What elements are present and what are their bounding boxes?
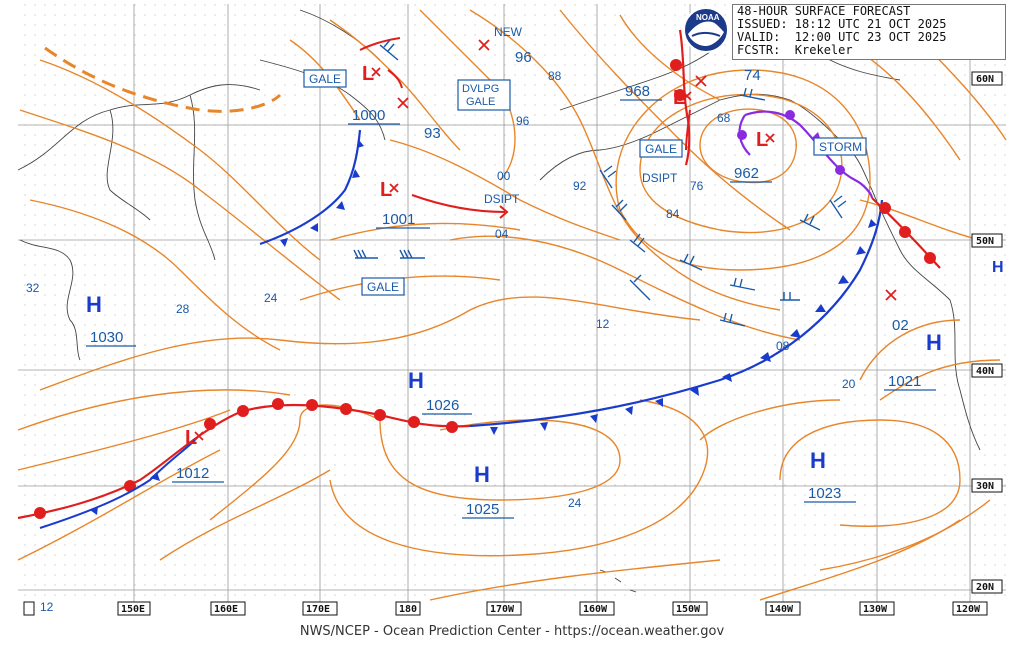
low-1000-letter: L (362, 63, 374, 85)
low-1001-letter: L (380, 179, 392, 201)
high-1021-value: 1021 (888, 373, 921, 390)
low-1012-value: 1012 (176, 465, 209, 482)
isobar-label: 92 (573, 179, 587, 193)
isobar-label: 00 (497, 169, 511, 183)
low-962-letter: L (756, 129, 768, 151)
tag-dsipt-1: DSIPT (484, 192, 520, 206)
warning-dvlpg-gale: DVLPG (462, 83, 499, 95)
pressure-underlines (86, 99, 936, 519)
low-position-marks (194, 39, 897, 441)
high-centers: H H H H H (86, 292, 942, 487)
lat-label: 50N (976, 236, 994, 247)
tag-dsipt-2: DSIPT (642, 171, 678, 185)
lon-label: 130W (863, 604, 888, 615)
high-1030-value: 1030 (90, 329, 123, 346)
header-title: 48-HOUR SURFACE FORECAST (737, 4, 911, 18)
tags: NEW DSIPT DSIPT (484, 25, 678, 206)
low-centers: L L L L L (185, 63, 768, 449)
high-1025-value: 1025 (466, 501, 499, 518)
map-background (18, 4, 1006, 602)
lat-label: 60N (976, 74, 994, 85)
lon-label: 170W (490, 604, 515, 615)
high-edge-letter: H (992, 259, 1004, 276)
isobar-label: 76 (690, 179, 704, 193)
wind-barbs (353, 39, 847, 327)
isobar-label: 96 (516, 114, 530, 128)
isobar-label: 12 (596, 317, 610, 331)
isobar-label: 84 (666, 207, 680, 221)
isobar-label: 08 (776, 339, 790, 353)
center-pressures: 1030 1026 1025 1023 1021 1000 1001 962 9… (90, 83, 921, 518)
low-1000-value: 1000 (352, 107, 385, 124)
lon-label: 160E (214, 604, 238, 615)
isobar-label: 28 (176, 302, 190, 316)
isobar-label: 68 (717, 111, 731, 125)
high-1030-letter: H (86, 292, 102, 317)
cold-front (39, 129, 884, 529)
latitude-labels: 60N 50N 40N 30N 20N (971, 71, 1003, 594)
isobar-label: 24 (264, 291, 278, 305)
header-forecaster: FCSTR: Krekeler (737, 43, 853, 57)
isobar-label: 04 (495, 227, 509, 241)
warning-dvlpg-gale-2: GALE (466, 96, 495, 108)
lon-label: 140W (769, 604, 794, 615)
longitude-labels: 150E 160E 170E 180 170W 160W 150W 140W 1… (23, 601, 988, 616)
lat-lon-grid (18, 4, 1006, 602)
lat-label: 40N (976, 366, 994, 377)
high-1023-value: 1023 (808, 485, 841, 502)
isobar-label: 88 (548, 69, 562, 83)
noaa-logo-icon: NOAA (683, 7, 729, 53)
isobar-label: 74 (744, 67, 761, 84)
lon-label: 170E (306, 604, 330, 615)
credit-line: NWS/NCEP - Ocean Prediction Center - htt… (299, 624, 725, 639)
header-issued: ISSUED: 18:12 UTC 21 OCT 2025 (737, 17, 947, 31)
tag-new: NEW (494, 25, 523, 39)
warning-gale-3: GALE (645, 142, 677, 156)
lat-label: 30N (976, 481, 994, 492)
high-1026-letter: H (408, 368, 424, 393)
isobar-label: 93 (424, 125, 441, 142)
low-968-letter: L (673, 87, 685, 109)
svg-text:NOAA: NOAA (696, 13, 720, 22)
high-1023-letter: H (810, 448, 826, 473)
lat-label: 20N (976, 582, 994, 593)
isobar-label: 96 (515, 49, 532, 66)
high-1026-value: 1026 (426, 397, 459, 414)
header-valid: VALID: 12:00 UTC 23 OCT 2025 (737, 30, 947, 44)
high-1021-letter: H (926, 330, 942, 355)
high-1025-letter: H (474, 462, 490, 487)
warning-boxes: GALE DVLPG GALE GALE GALE STORM (303, 69, 867, 296)
lon-label: 160W (583, 604, 608, 615)
low-1012-letter: L (185, 427, 197, 449)
lon-label: 180 (399, 604, 417, 615)
trough-line (44, 46, 282, 113)
lon-label: 150E (121, 604, 145, 615)
warning-gale-1: GALE (309, 72, 341, 86)
isobar-labels: 96 88 96 93 00 04 92 84 76 74 68 12 08 0… (26, 49, 909, 614)
lon-label: 150W (676, 604, 701, 615)
isobar-label: 32 (26, 281, 40, 295)
isobar-label: 20 (842, 377, 856, 391)
isobar-label: 12 (40, 600, 54, 614)
lon-label: 120W (956, 604, 981, 615)
isobar-label: 24 (568, 496, 582, 510)
low-962-value: 962 (734, 165, 759, 182)
low-1001-value: 1001 (382, 211, 415, 228)
warning-storm: STORM (819, 140, 862, 154)
movement-arrows (387, 69, 691, 219)
low-968-value: 968 (625, 83, 650, 100)
forecast-header: 48-HOUR SURFACE FORECAST ISSUED: 18:12 U… (732, 4, 1006, 60)
isobar-label: 02 (892, 317, 909, 334)
warning-gale-2: GALE (367, 280, 399, 294)
warm-front (17, 398, 471, 520)
alaska-fronts (359, 29, 941, 269)
